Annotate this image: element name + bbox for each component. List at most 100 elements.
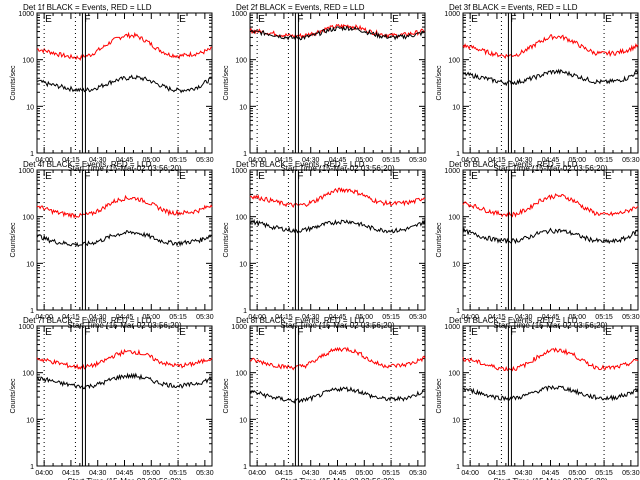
x-tick-label: 04:45 [542,157,560,164]
detector-panel-7: Det 7f BLACK = Events, RED = LLD 1 10 100 10… [10,316,214,480]
panel-title: Det 1f BLACK = Events, RED = LLD [23,3,152,12]
marker-label: E [45,171,52,182]
y-axis-label: Counts/sec [10,222,17,258]
x-tick-label: 04:15 [275,314,293,321]
x-tick-label: 05:15 [169,157,187,164]
x-tick-label: 04:15 [488,314,506,321]
y-axis-label: Counts/sec [10,378,17,414]
y-tick-label: 10 [452,261,460,268]
marker-label: F [84,171,90,182]
x-tick-label: 04:00 [461,157,479,164]
marker-label: E [258,171,265,182]
detector-panel-1: Det 1f BLACK = Events, RED = LLD 1 10 100 10… [10,3,214,173]
marker-label: E [45,14,52,25]
x-tick-label: 05:30 [622,157,640,164]
lld-series-line [462,193,639,219]
x-tick-label: 05:00 [569,470,587,477]
events-series-line [36,74,213,94]
plot-frame [462,169,639,311]
panel-title: Det 8f BLACK = Events, RED = LLD [236,316,365,325]
x-tick-label: 04:30 [89,157,107,164]
y-tick-label: 100 [22,215,34,222]
marker-label: E [179,14,186,25]
marker-label: F [510,327,516,338]
panel-title: Det 3f BLACK = Events, RED = LLD [449,3,578,12]
marker-label: E [392,14,399,25]
y-tick-label: 100 [448,215,460,222]
x-tick-label: 05:30 [196,314,214,321]
marker-label: E [258,327,265,338]
detector-panel-6: Det 6f BLACK = Events, RED = LLD 1 10 100 10… [436,160,640,330]
marker-label: E [471,327,478,338]
plot-frame [36,325,213,467]
x-axis-label: Start Time (15-Mar-02 03:56:20) [67,164,182,173]
detector-panel-5: Det 5f BLACK = Events, RED = LLD 1 10 100 10… [223,160,427,330]
lld-series-line [462,347,639,372]
x-tick-label: 04:00 [461,314,479,321]
x-tick-label: 04:30 [89,314,107,321]
marker-label: E [471,171,478,182]
y-tick-label: 1 [456,308,460,315]
y-tick-label: 1 [243,151,247,158]
plot-frame [462,12,639,154]
marker-label: E [258,14,265,25]
detector-panel-2: Det 2f BLACK = Events, RED = LLD 1 10 100 10… [223,3,427,173]
x-tick-label: 04:45 [542,314,560,321]
x-tick-label: 04:45 [116,314,134,321]
x-tick-label: 04:00 [461,470,479,477]
x-tick-label: 04:15 [488,157,506,164]
x-tick-label: 04:45 [329,314,347,321]
y-tick-label: 100 [448,58,460,65]
detector-panel-9: Det 9f BLACK = Events, RED = LLD 1 10 100 10… [436,316,640,480]
panel-title: Det 6f BLACK = Events, RED = LLD [449,160,578,169]
marker-label: E [179,171,186,182]
y-tick-label: 10 [239,261,247,268]
y-axis-label: Counts/sec [436,65,443,101]
x-tick-label: 05:00 [143,157,161,164]
detector-panel-4: Det 4f BLACK = Events, RED = LLD 1 10 100 10… [10,160,214,330]
y-tick-label: 1 [243,308,247,315]
y-tick-label: 100 [22,58,34,65]
x-tick-label: 04:45 [329,157,347,164]
y-tick-label: 1000 [444,324,460,331]
y-tick-label: 1000 [231,11,247,18]
x-axis-label: Start Time (15-Mar-02 03:56:20) [493,164,608,173]
lld-series-line [249,346,426,371]
events-series-line [36,372,213,390]
y-tick-label: 1 [30,151,34,158]
x-tick-label: 04:30 [515,470,533,477]
x-axis-label: Start Time (15-Mar-02 03:56:20) [280,164,395,173]
lld-series-line [462,34,639,59]
x-tick-label: 04:30 [515,314,533,321]
x-tick-label: 05:00 [569,157,587,164]
marker-label: F [510,14,516,25]
marker-label: F [297,14,303,25]
marker-label: E [605,14,612,25]
x-tick-label: 05:15 [169,470,187,477]
x-tick-label: 04:00 [248,314,266,321]
x-tick-label: 04:45 [542,470,560,477]
x-tick-label: 05:00 [143,470,161,477]
y-axis-label: Counts/sec [436,222,443,258]
x-tick-label: 04:15 [62,314,80,321]
y-tick-label: 10 [452,417,460,424]
y-axis-label: Counts/sec [223,378,230,414]
x-tick-label: 04:45 [329,470,347,477]
x-tick-label: 04:15 [62,470,80,477]
y-tick-label: 1000 [18,168,34,175]
x-tick-label: 05:30 [409,470,427,477]
marker-label: F [84,327,90,338]
x-tick-label: 04:30 [89,470,107,477]
y-tick-label: 10 [239,104,247,111]
y-tick-label: 10 [239,417,247,424]
x-tick-label: 05:30 [409,157,427,164]
y-tick-label: 1 [30,308,34,315]
x-tick-label: 04:30 [302,314,320,321]
x-tick-label: 05:15 [382,157,400,164]
x-tick-label: 04:30 [302,157,320,164]
x-tick-label: 04:00 [35,314,53,321]
panel-title: Det 5f BLACK = Events, RED = LLD [236,160,365,169]
marker-label: F [510,171,516,182]
x-tick-label: 05:30 [196,157,214,164]
